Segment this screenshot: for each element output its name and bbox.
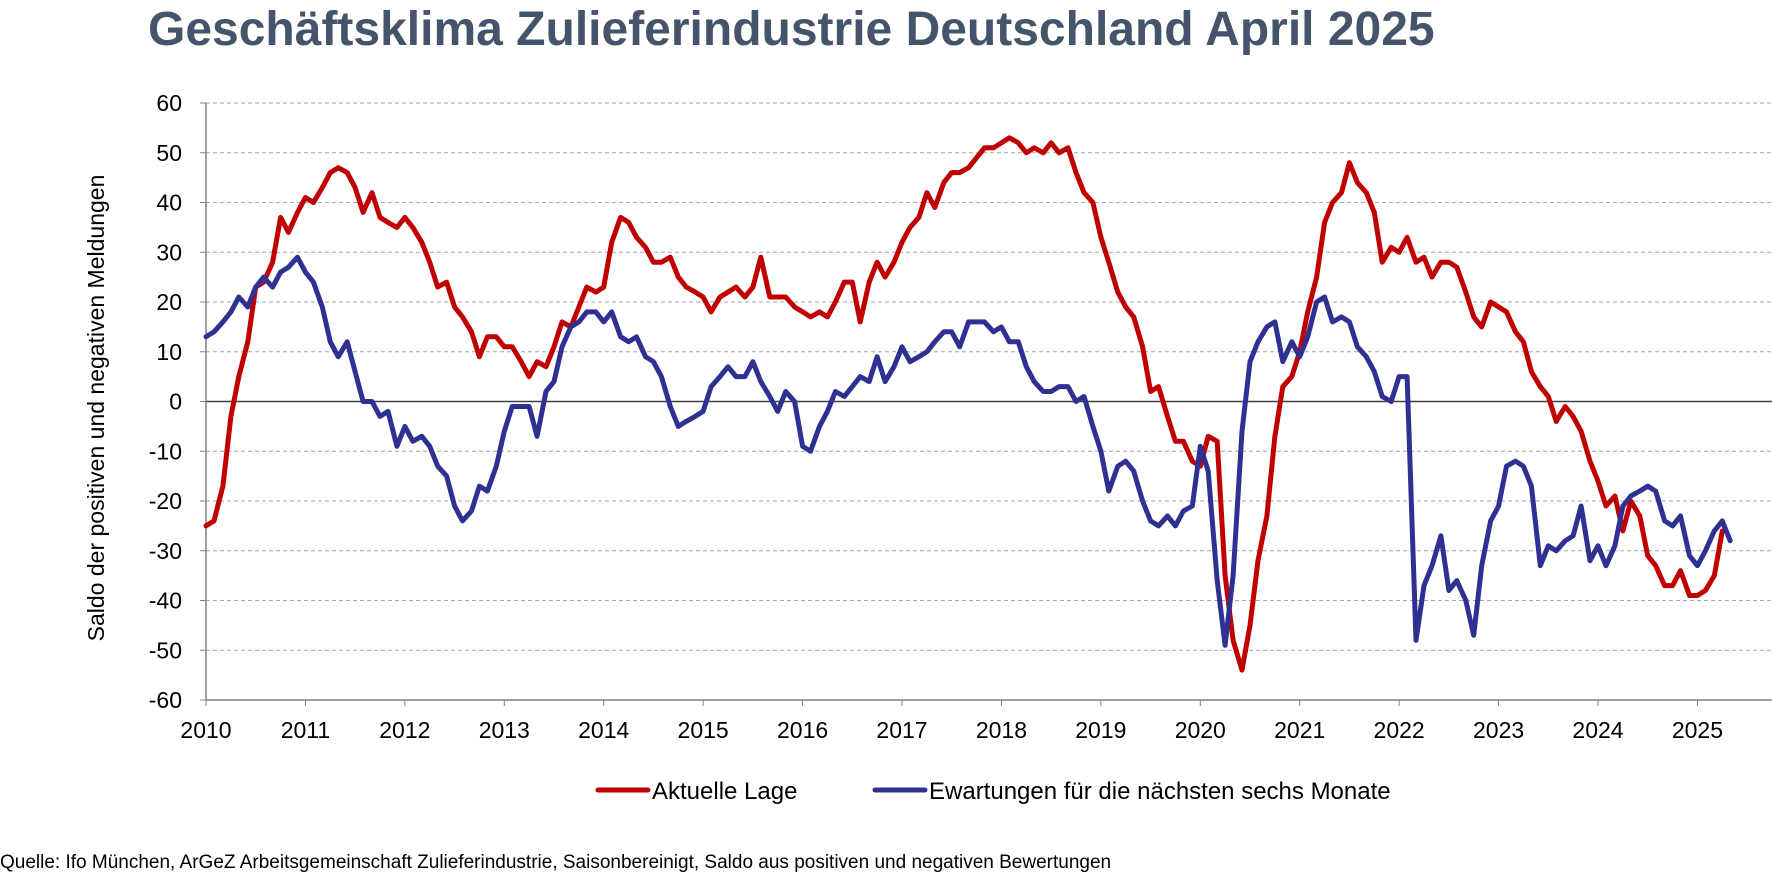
- legend-item-erwartungen: Ewartungen für die nächsten sechs Monate: [872, 778, 1391, 805]
- legend-label: Aktuelle Lage: [652, 778, 797, 805]
- y-tick-label: -40: [149, 588, 182, 614]
- y-tick-label: -30: [149, 538, 182, 564]
- x-tick-label: 2021: [1274, 717, 1325, 743]
- y-axis-label: Saldo der positiven und negativen Meldun…: [83, 175, 109, 642]
- chart-title: Geschäftsklima Zulieferindustrie Deutsch…: [148, 3, 1435, 56]
- x-tick-label: 2019: [1075, 717, 1126, 743]
- legend: Aktuelle Lage Ewartungen für die nächsten…: [595, 778, 1391, 805]
- y-tick-label: 40: [156, 190, 182, 216]
- y-tick-label: 50: [156, 140, 182, 166]
- x-tick-label: 2015: [678, 717, 729, 743]
- x-tick-label: 2024: [1572, 717, 1623, 743]
- y-tick-label: 0: [169, 389, 182, 415]
- data-series: [203, 135, 1733, 673]
- x-tick-label: 2011: [281, 717, 330, 743]
- x-tick-label: 2018: [976, 717, 1027, 743]
- x-tick-label: 2013: [479, 717, 530, 743]
- y-tick-label: -20: [149, 488, 182, 514]
- x-tick-label: 2012: [379, 717, 430, 743]
- y-tick-label: -50: [149, 637, 182, 663]
- legend-label: Ewartungen für die nächsten sechs Monate: [929, 778, 1391, 805]
- x-tick-labels: 2010 2011 2012 2013 2014 2015 2016 2017 2018 2019…: [180, 717, 1723, 743]
- x-tick-label: 2017: [876, 717, 927, 743]
- x-tick-label: 2023: [1473, 717, 1524, 743]
- y-tick-label: 60: [156, 90, 182, 116]
- y-tick-label: -60: [149, 687, 182, 713]
- x-tick-label: 2016: [777, 717, 828, 743]
- series-line-erwartungen: [203, 254, 1733, 648]
- y-tick-label: 30: [156, 239, 182, 265]
- x-tick-label: 2010: [180, 717, 231, 743]
- y-tick-labels: 60 50 40 30 20 10 0 -10 -20 -30 -40 -50 -60: [149, 90, 182, 713]
- x-tick-label: 2025: [1672, 717, 1723, 743]
- source-note: Quelle: Ifo München, ArGeZ Arbeitsgemein…: [0, 852, 1112, 873]
- y-tick-label: 20: [156, 289, 182, 315]
- x-tick-label: 2022: [1374, 717, 1425, 743]
- legend-item-aktuelle-lage: Aktuelle Lage: [595, 778, 797, 805]
- y-tick-label: -10: [149, 438, 182, 464]
- series-line-aktuelle-lage: [203, 135, 1725, 673]
- x-tick-label: 2020: [1175, 717, 1226, 743]
- y-tick-label: 10: [156, 339, 182, 365]
- x-tick-label: 2014: [578, 717, 629, 743]
- gridlines: [206, 102, 1772, 701]
- axes: [200, 102, 1772, 706]
